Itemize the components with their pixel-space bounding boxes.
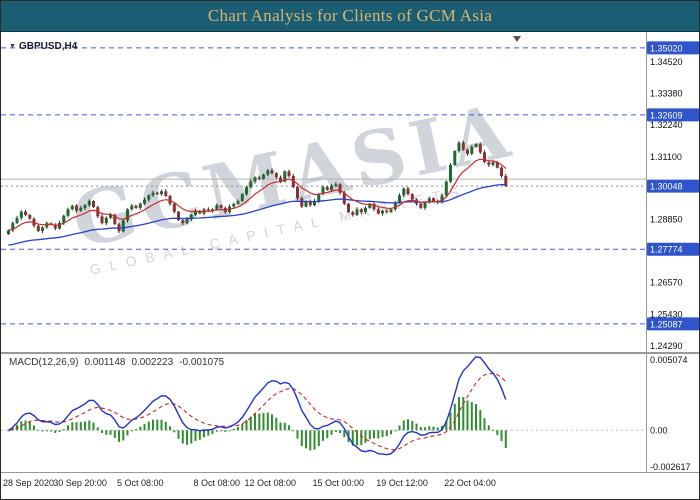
chevron-down-icon: ▼	[9, 43, 16, 50]
x-axis-label: 8 Oct 08:00	[193, 478, 241, 488]
candles	[7, 140, 508, 235]
macd-signal-line	[8, 372, 507, 451]
macd-main-line	[8, 356, 507, 456]
macd-indicator-canvas[interactable]: 0.005074 0.00 -0.002617	[1, 353, 700, 473]
macd-name: MACD(12,26,9)	[9, 357, 79, 368]
price-grid-label: 1.26570	[650, 278, 683, 288]
x-axis-label: 22 Oct 04:00	[444, 478, 496, 488]
price-level-badge	[647, 317, 699, 331]
ma-slow-line	[8, 183, 506, 246]
svg-text:1.27774: 1.27774	[650, 245, 683, 255]
macd-axis-zero-label: 0.00	[650, 425, 668, 435]
price-grid-label: 1.33380	[650, 89, 683, 99]
ma-fast-line	[8, 158, 507, 231]
x-axis-label: 28 Sep 2020	[3, 478, 55, 488]
price-chart-canvas[interactable]: 1.345201.333801.322401.311001.299601.288…	[1, 31, 700, 353]
price-grid-label: 1.34520	[650, 57, 683, 67]
page-title: Chart Analysis for Clients of GCM Asia	[207, 6, 493, 25]
price-grid-label: 1.32240	[650, 120, 683, 130]
symbol-label: ▼ GBPUSD,H4	[9, 41, 77, 52]
macd-histogram-value: -0.001075	[179, 357, 225, 368]
chart-shift-marker-icon[interactable]	[513, 36, 521, 42]
price-grid-label: 1.24290	[650, 341, 683, 351]
price-level-badge	[647, 108, 699, 122]
svg-text:1.35020: 1.35020	[650, 43, 683, 53]
x-axis-label: 19 Oct 12:00	[376, 478, 428, 488]
x-axis-label: 5 Oct 08:00	[117, 478, 164, 488]
time-axis[interactable]: 28 Sep 2020 30 Sep 20:00 5 Oct 08:00 8 Oct …	[1, 475, 699, 499]
price-grid-label: 1.25430	[650, 309, 683, 319]
price-grid-label: 1.28850	[650, 214, 683, 224]
price-level-badge	[647, 41, 699, 55]
macd-main-value: 0.001148	[84, 357, 126, 368]
title-bar: Chart Analysis for Clients of GCM Asia	[1, 1, 699, 32]
x-axis-label: 12 Oct 08:00	[244, 478, 297, 488]
svg-text:1.30048: 1.30048	[650, 182, 683, 192]
macd-signal-value: 0.002223	[131, 357, 174, 368]
svg-text:1.25087: 1.25087	[650, 319, 683, 329]
macd-axis-min-label: -0.002617	[650, 462, 691, 472]
symbol-text: GBPUSD,H4	[18, 41, 78, 52]
macd-histogram	[7, 397, 507, 451]
x-axis-label: 15 Oct 00:00	[312, 478, 365, 488]
x-axis-label: 30 Sep 20:00	[53, 478, 107, 488]
current-price-badge	[647, 179, 699, 193]
price-grid-label: 1.31100	[650, 152, 682, 162]
price-level-badge	[647, 242, 699, 256]
macd-indicator-label: MACD(12,26,9) 0.001148 0.002223 -0.001075	[9, 357, 230, 368]
svg-text:1.32609: 1.32609	[650, 110, 683, 120]
macd-axis-max-label: 0.005074	[650, 355, 688, 365]
